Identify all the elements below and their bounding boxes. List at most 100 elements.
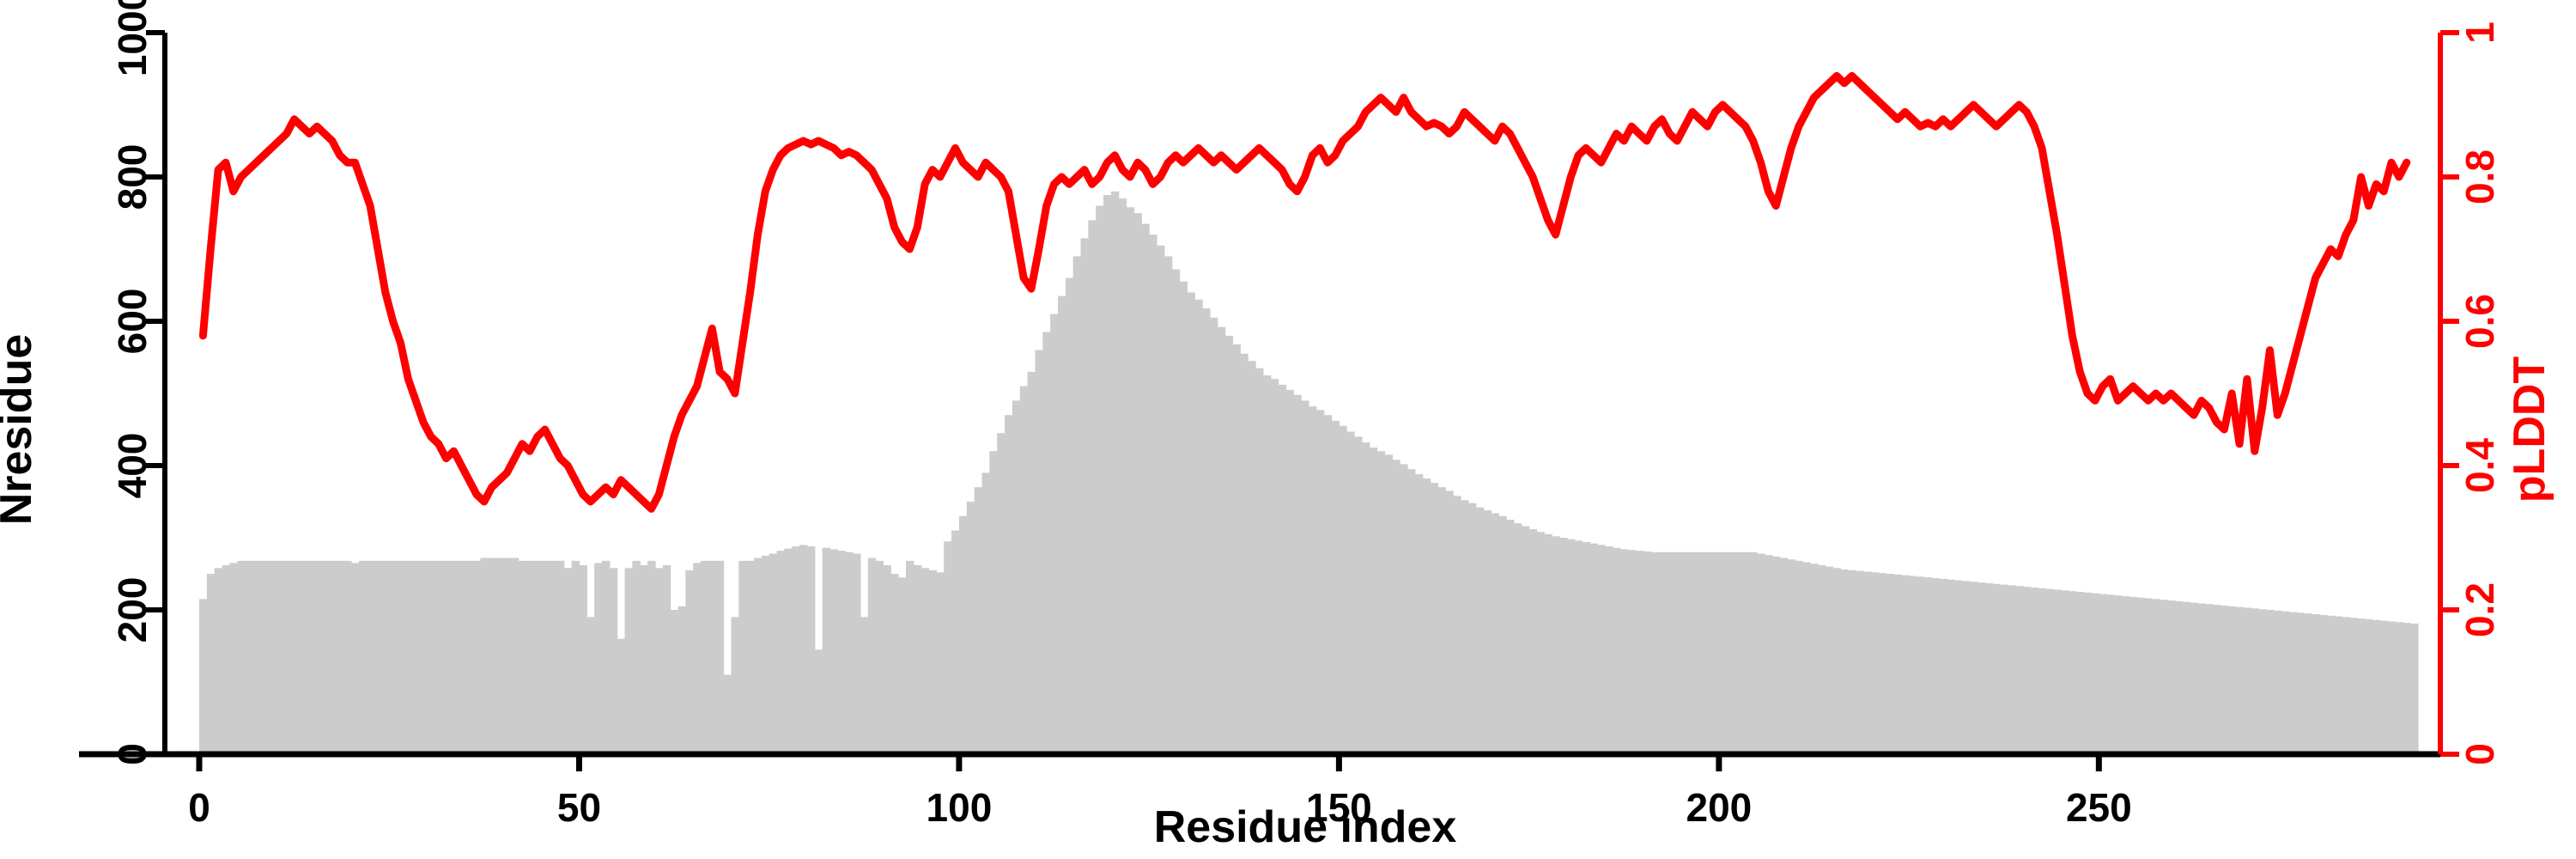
x-tick-label: 150 [1306,785,1372,830]
bar [1658,551,1667,754]
bar [1757,553,1765,754]
bar [2197,603,2206,754]
bar [214,568,223,754]
bar [2220,605,2229,754]
bar [305,560,314,754]
bar [2038,588,2046,754]
bar [784,548,793,754]
right-axis [2438,30,2459,757]
bottom-axis [79,751,2440,771]
bar [389,560,398,754]
bar [2379,620,2389,754]
bar [1103,195,1112,754]
bar [1528,528,1538,754]
bar [381,560,390,754]
bar [708,560,717,754]
bar [1612,547,1621,754]
bar [1817,564,1826,754]
bar [1718,551,1728,754]
bar [1270,379,1279,754]
bar [450,560,459,754]
bar [1597,545,1606,754]
bar [1483,510,1492,754]
bar [662,564,671,754]
bar [1916,576,1925,754]
bar [1141,223,1150,755]
bar [290,560,299,754]
bar [715,560,725,754]
bar [2008,585,2016,754]
bar [1680,551,1690,754]
bar [541,560,550,754]
bar [2190,602,2198,754]
bar [1430,483,1439,754]
bar [2387,621,2397,754]
bar [2114,595,2123,754]
bar [1506,520,1515,754]
bar [366,560,375,754]
bar [829,549,838,754]
bar [2129,596,2138,754]
bar [1376,451,1386,754]
bar [586,617,595,754]
bar [617,638,626,754]
bar [1619,549,1629,754]
bar [2068,591,2077,754]
bar [556,560,565,754]
bar [259,560,269,754]
bar [510,557,519,754]
bar [1209,317,1218,754]
bar [1696,551,1704,754]
bar [845,551,854,754]
bar [1886,574,1894,754]
bar [1901,575,1910,754]
bar [1475,507,1485,754]
bar [2160,600,2168,754]
bar [2349,618,2358,754]
bar [814,649,823,754]
bar [1453,496,1461,754]
bar [898,577,907,754]
bar [1977,582,1986,754]
bar [2403,623,2411,754]
bar [1285,389,1294,754]
bar [951,530,960,754]
bar [1627,550,1637,754]
bar [2213,605,2221,754]
bar [427,560,435,754]
bar [488,557,496,754]
bar [958,515,968,754]
bar [822,547,831,754]
bar [1688,551,1697,754]
bar [1513,523,1522,754]
bar [1346,431,1355,754]
y-tick-label: 1000 [110,0,155,76]
bar [1536,532,1545,754]
x-tick-label: 100 [927,785,993,830]
bar [1012,400,1021,754]
bar [2227,606,2237,754]
bar [1795,560,1803,754]
bar [2144,598,2153,754]
bar [397,560,405,754]
bar [640,564,648,754]
bar [571,560,580,754]
bar [2266,610,2275,754]
bar [2372,619,2381,754]
bar [2045,588,2054,754]
bar [654,568,664,754]
bar [2288,612,2298,754]
bar [2152,599,2160,754]
bar [1407,469,1416,754]
bar [1331,420,1340,754]
bar [997,433,1005,754]
bar [579,564,587,754]
y-tick-label: 800 [110,144,155,210]
bar [928,570,937,754]
bar [2106,594,2115,754]
bar [2000,584,2008,754]
bar [1832,568,1842,754]
bar [1992,583,2001,754]
bar [298,560,307,754]
